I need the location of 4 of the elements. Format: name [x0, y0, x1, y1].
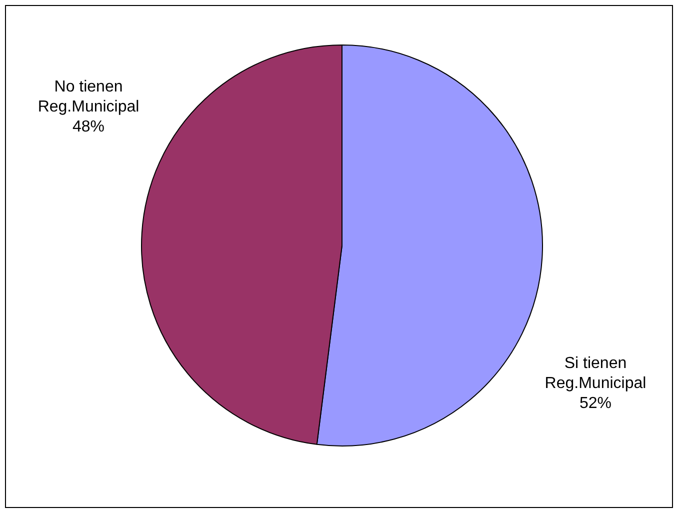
data-label: 52%: [579, 395, 612, 412]
data-label: 48%: [72, 118, 105, 136]
slice-label: Si tienen Reg.Municipal: [544, 355, 646, 392]
slice-label: No tienen Reg.Municipal: [38, 78, 140, 116]
